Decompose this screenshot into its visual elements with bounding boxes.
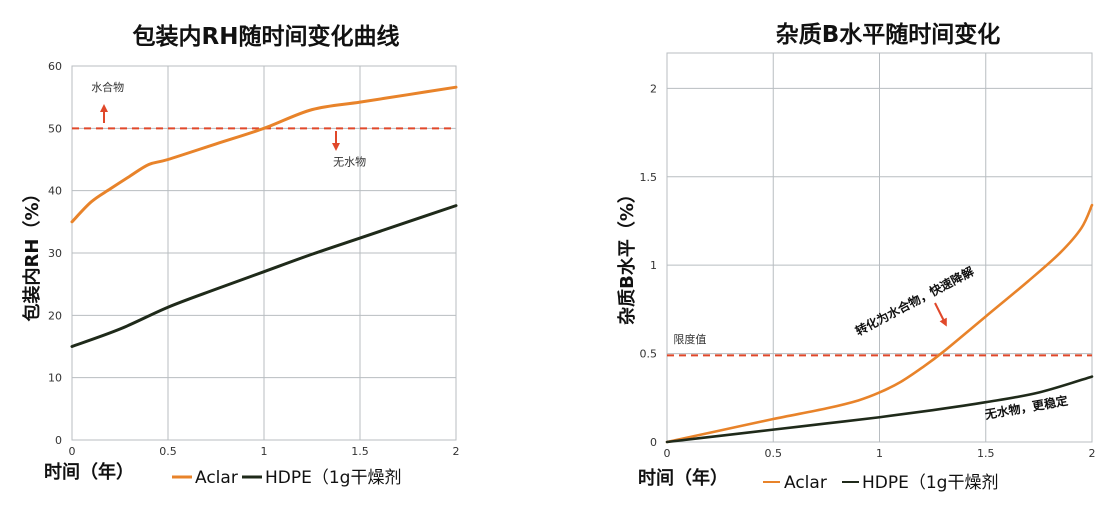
rh-x-tick-label: 1 bbox=[261, 445, 268, 458]
impurity-plot-frame bbox=[666, 52, 1093, 443]
impurity-legend: Aclar HDPE（1g干燥剂 bbox=[763, 473, 998, 493]
impurity-x-tick-label: 1.5 bbox=[977, 447, 995, 460]
rh-y-tick-label: 30 bbox=[48, 247, 62, 260]
impurity-x-tick-label: 1 bbox=[876, 447, 883, 460]
impurity-annotation-arrow bbox=[934, 302, 947, 327]
impurity-x-tick-label: 0 bbox=[664, 447, 671, 460]
impurity-annotation: 限度值 bbox=[673, 332, 706, 346]
impurity-series-line-aclar bbox=[665, 203, 1094, 444]
rh-chart-title: 包装内RH随时间变化曲线 bbox=[133, 23, 400, 50]
rh-x-tick-label: 2 bbox=[453, 445, 460, 458]
rh-y-axis-label: 包装内RH（%） bbox=[21, 185, 43, 322]
rh-x-tick-label: 0 bbox=[69, 445, 76, 458]
impurity-annotation: 无水物，更稳定 bbox=[983, 393, 1069, 423]
rh-plot-frame bbox=[71, 65, 457, 441]
impurity-x-tick-label: 0.5 bbox=[765, 447, 783, 460]
impurity-chart: 杂质B水平随时间变化 杂质B水平（%） 时间（年） 0 0.5 1 1.5 2 0 0.5 1… bbox=[616, 21, 1096, 493]
impurity-x-tick-label: 2 bbox=[1089, 447, 1096, 460]
impurity-y-axis-label: 杂质B水平（%） bbox=[616, 185, 638, 325]
rh-y-tick-label: 0 bbox=[55, 434, 62, 447]
impurity-series-line-hdpe bbox=[665, 375, 1094, 444]
rh-legend-aclar-label: Aclar bbox=[195, 468, 238, 488]
impurity-chart-title: 杂质B水平随时间变化 bbox=[776, 21, 1001, 48]
rh-annotation: 水合物 bbox=[91, 80, 124, 94]
impurity-y-tick-label: 1.5 bbox=[640, 171, 658, 184]
impurity-x-axis-label: 时间（年） bbox=[638, 467, 728, 489]
rh-legend-hdpe-label: HDPE（1g干燥剂 bbox=[265, 468, 401, 488]
impurity-y-tick-label: 2 bbox=[650, 82, 657, 95]
impurity-y-tick-label: 1 bbox=[650, 259, 657, 272]
rh-x-tick-label: 0.5 bbox=[159, 445, 177, 458]
impurity-legend-hdpe-label: HDPE（1g干燥剂 bbox=[862, 473, 998, 493]
rh-y-tick-label: 60 bbox=[48, 60, 62, 73]
rh-chart: 包装内RH随时间变化曲线 包装内RH（%） 时间（年） 0 0.5 1 1.5 2010… bbox=[21, 23, 460, 488]
rh-series-line-hdpe bbox=[70, 204, 458, 348]
rh-y-tick-label: 10 bbox=[48, 372, 62, 385]
impurity-y-tick-label: 0 bbox=[650, 436, 657, 449]
impurity-y-tick-label: 0.5 bbox=[640, 348, 658, 361]
rh-legend: Aclar HDPE（1g干燥剂 bbox=[172, 468, 401, 488]
rh-y-tick-label: 20 bbox=[48, 309, 62, 322]
rh-series-line-aclar bbox=[70, 85, 458, 224]
rh-x-tick-label: 1.5 bbox=[351, 445, 369, 458]
rh-x-axis-label: 时间（年） bbox=[44, 461, 134, 483]
rh-annotation: 无水物 bbox=[333, 155, 366, 169]
rh-y-tick-label: 50 bbox=[48, 122, 62, 135]
impurity-legend-aclar-label: Aclar bbox=[784, 473, 827, 493]
impurity-annotation: 转化为水合物，快速降解 bbox=[853, 263, 977, 338]
rh-y-tick-label: 40 bbox=[48, 185, 62, 198]
